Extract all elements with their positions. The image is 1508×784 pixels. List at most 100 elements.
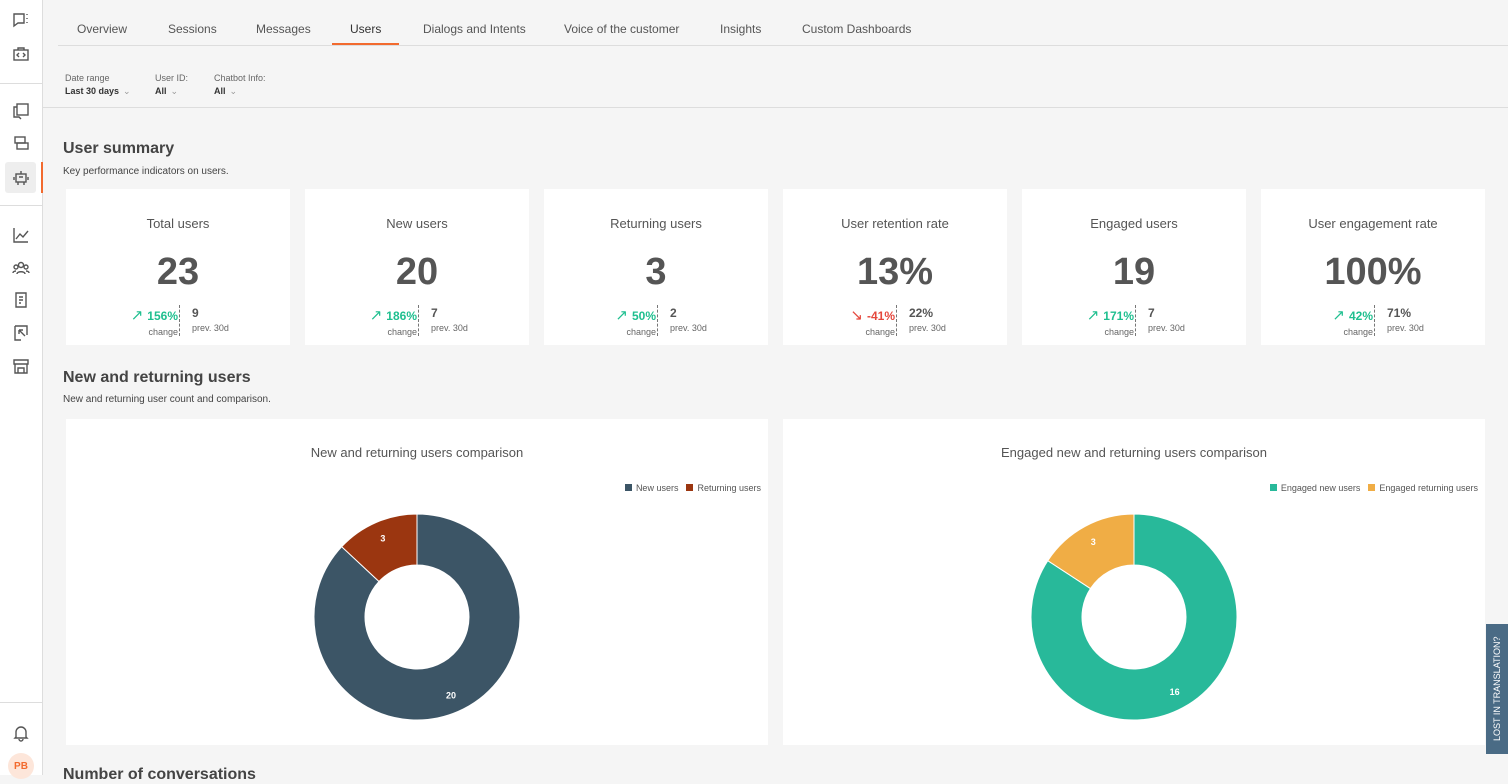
change-label: change bbox=[387, 327, 417, 337]
feedback-tab[interactable]: LOST IN TRANSLATION? bbox=[1486, 624, 1508, 754]
kpi-title: User engagement rate bbox=[1308, 216, 1438, 231]
bot-icon[interactable] bbox=[9, 166, 33, 190]
trend-up-icon: ↗ bbox=[1332, 307, 1345, 324]
tab-insights[interactable]: Insights bbox=[720, 22, 762, 36]
prev-label: prev. 30d bbox=[1387, 323, 1424, 333]
filter-label: User ID: bbox=[155, 73, 189, 83]
donut-slice[interactable] bbox=[313, 513, 521, 721]
prev-label: prev. 30d bbox=[431, 323, 468, 333]
kpi-card: Total users 23 ↗ 156% change 9 prev. 30d bbox=[66, 189, 290, 345]
kpi-prev-value: 7 bbox=[431, 306, 438, 320]
kpi-title: Returning users bbox=[610, 216, 702, 231]
filter-label: Date range bbox=[65, 73, 110, 83]
donut-slice[interactable] bbox=[1047, 513, 1135, 590]
section-subtitle: New and returning user count and compari… bbox=[63, 394, 271, 405]
divider bbox=[1135, 305, 1136, 336]
prev-label: prev. 30d bbox=[909, 323, 946, 333]
tab-overview[interactable]: Overview bbox=[77, 22, 128, 36]
chat-options-icon[interactable] bbox=[9, 8, 33, 32]
chevron-down-icon: ⌄ bbox=[123, 86, 131, 96]
code-briefcase-icon[interactable] bbox=[9, 42, 33, 66]
divider bbox=[0, 83, 42, 84]
date-range-filter[interactable]: Date range Last 30 days ⌄ bbox=[65, 73, 131, 97]
avatar[interactable]: PB bbox=[8, 753, 34, 779]
change-label: change bbox=[1104, 327, 1134, 337]
legend-item[interactable]: New users bbox=[624, 483, 678, 493]
kpi-value: 13% bbox=[856, 251, 934, 293]
kpi-value: 3 bbox=[645, 251, 667, 293]
chart-line-icon[interactable] bbox=[9, 223, 33, 247]
kpi-card: Engaged users 19 ↗ 171% change 7 prev. 30d bbox=[1022, 189, 1246, 345]
tab-messages[interactable]: Messages bbox=[256, 22, 311, 36]
donut-slice[interactable] bbox=[1030, 513, 1238, 721]
donut-chart: 16 3 bbox=[1030, 513, 1238, 721]
trend-up-icon: ↗ bbox=[1086, 307, 1100, 324]
chatbot-info-filter[interactable]: Chatbot Info: All ⌄ bbox=[214, 73, 266, 97]
chart-legend: New users Returning users bbox=[624, 483, 761, 493]
slice-label: 3 bbox=[1091, 537, 1096, 547]
active-indicator bbox=[41, 162, 43, 193]
legend-item[interactable]: Engaged returning users bbox=[1368, 483, 1478, 493]
divider bbox=[657, 305, 658, 336]
legend-item[interactable]: Engaged new users bbox=[1269, 483, 1360, 493]
chevron-down-icon: ⌄ bbox=[170, 86, 179, 96]
divider bbox=[896, 305, 897, 336]
kpi-change: 156% bbox=[147, 309, 178, 323]
trend-up-icon: ↗ bbox=[369, 307, 383, 324]
slice-label: 16 bbox=[1170, 687, 1180, 697]
kpi-change: 50% bbox=[631, 309, 656, 323]
divider bbox=[0, 702, 42, 703]
donut-slice[interactable] bbox=[341, 513, 418, 583]
bell-icon[interactable] bbox=[9, 721, 33, 745]
kpi-change: 186% bbox=[386, 309, 417, 323]
kpi-title: User retention rate bbox=[841, 216, 949, 231]
kpi-title: Engaged users bbox=[1090, 216, 1178, 231]
tab-voice-of-customer[interactable]: Voice of the customer bbox=[564, 22, 680, 36]
section-title: Number of conversations bbox=[63, 766, 256, 783]
section-subtitle: Key performance indicators on users. bbox=[63, 166, 229, 177]
users-group-icon[interactable] bbox=[9, 256, 33, 280]
kpi-prev-value: 2 bbox=[670, 306, 677, 320]
kpi-card: User engagement rate 100% ↗ 42% change 71%… bbox=[1261, 189, 1485, 345]
chart-legend: Engaged new users Engaged returning user… bbox=[1269, 483, 1478, 493]
change-label: change bbox=[626, 327, 656, 337]
kpi-prev-value: 9 bbox=[192, 306, 199, 320]
document-icon[interactable] bbox=[9, 288, 33, 312]
divider bbox=[418, 305, 419, 336]
kpi-card: Returning users 3 ↗ 50% change 2 prev. 30d bbox=[544, 189, 768, 345]
donut-chart: 20 3 bbox=[313, 513, 521, 721]
section-title: New and returning users bbox=[63, 369, 251, 386]
chart-title: New and returning users comparison bbox=[310, 445, 524, 460]
sidebar: PB bbox=[0, 0, 43, 779]
chat-copy-icon[interactable] bbox=[9, 99, 33, 123]
kpi-change: 171% bbox=[1103, 309, 1134, 323]
kpi-change: 42% bbox=[1348, 309, 1373, 323]
kpi-prev-value: 22% bbox=[909, 306, 934, 320]
kpi-title: Total users bbox=[146, 216, 210, 231]
tab-sessions[interactable]: Sessions bbox=[168, 22, 217, 36]
kpi-prev-value: 7 bbox=[1148, 306, 1155, 320]
tab-users[interactable]: Users bbox=[332, 13, 400, 45]
report-icon[interactable] bbox=[9, 321, 33, 345]
kpi-card: New users 20 ↗ 186% change 7 prev. 30d bbox=[305, 189, 529, 345]
legend-item[interactable]: Returning users bbox=[686, 483, 761, 493]
inbox-icon[interactable] bbox=[9, 131, 33, 155]
store-icon[interactable] bbox=[9, 354, 33, 378]
user-id-filter[interactable]: User ID: All ⌄ bbox=[155, 73, 188, 97]
kpi-card: User retention rate 13% ↘ -41% change 22% p… bbox=[783, 189, 1007, 345]
slice-label: 3 bbox=[380, 534, 385, 544]
kpi-value: 100% bbox=[1324, 251, 1422, 293]
tab-dialogs-intents[interactable]: Dialogs and Intents bbox=[423, 22, 526, 36]
prev-label: prev. 30d bbox=[670, 323, 707, 333]
chart-title: Engaged new and returning users comparis… bbox=[1001, 445, 1267, 460]
tab-custom-dashboards[interactable]: Custom Dashboards bbox=[802, 22, 912, 36]
trend-up-icon: ↗ bbox=[130, 307, 144, 324]
divider bbox=[179, 305, 180, 336]
chevron-down-icon: ⌄ bbox=[229, 86, 238, 96]
change-label: change bbox=[148, 327, 178, 337]
chart-panel-new-returning: New and returning users comparison New u… bbox=[66, 419, 768, 745]
prev-label: prev. 30d bbox=[192, 323, 229, 333]
kpi-prev-value: 71% bbox=[1387, 306, 1412, 320]
change-label: change bbox=[865, 327, 895, 337]
kpi-title: New users bbox=[386, 216, 448, 231]
